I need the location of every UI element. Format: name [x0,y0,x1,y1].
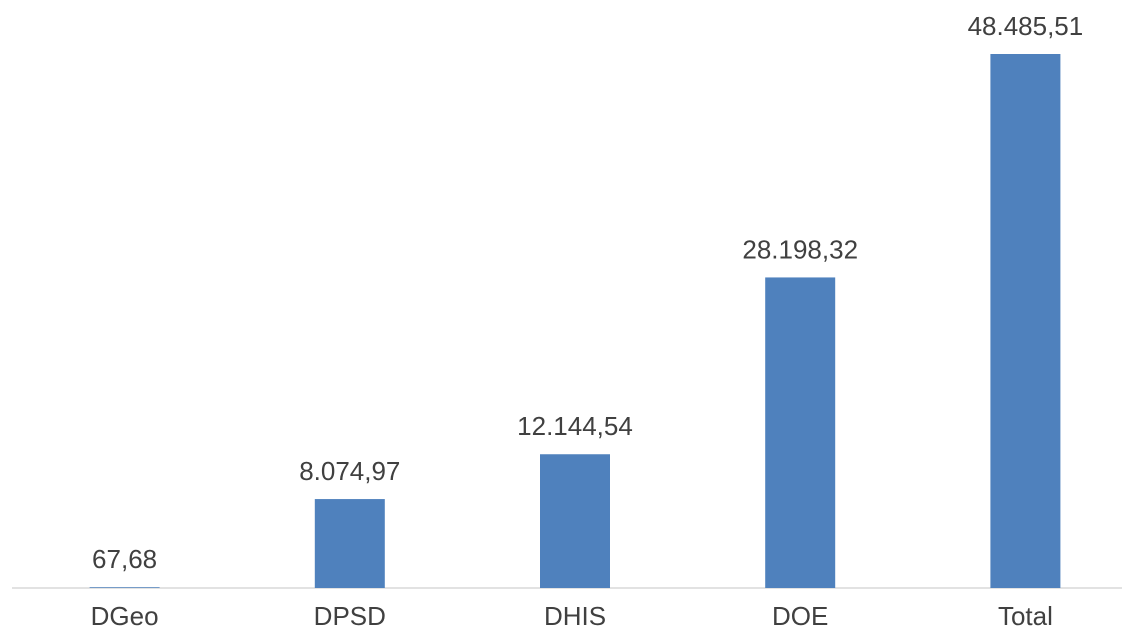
x-tick-label: DHIS [544,601,606,631]
bar [89,587,160,588]
x-tick-label: Total [998,601,1053,631]
x-tick-label: DGeo [91,601,159,631]
value-label: 8.074,97 [299,456,400,486]
x-tick-label: DOE [772,601,828,631]
x-tick-label: DPSD [314,601,386,631]
value-label: 28.198,32 [742,234,858,264]
value-label: 67,68 [92,544,157,574]
bar [990,54,1061,588]
bar [765,277,836,588]
bar [540,454,610,588]
bar [314,499,385,588]
value-label: 48.485,51 [968,11,1084,41]
value-label: 12.144,54 [517,411,633,441]
